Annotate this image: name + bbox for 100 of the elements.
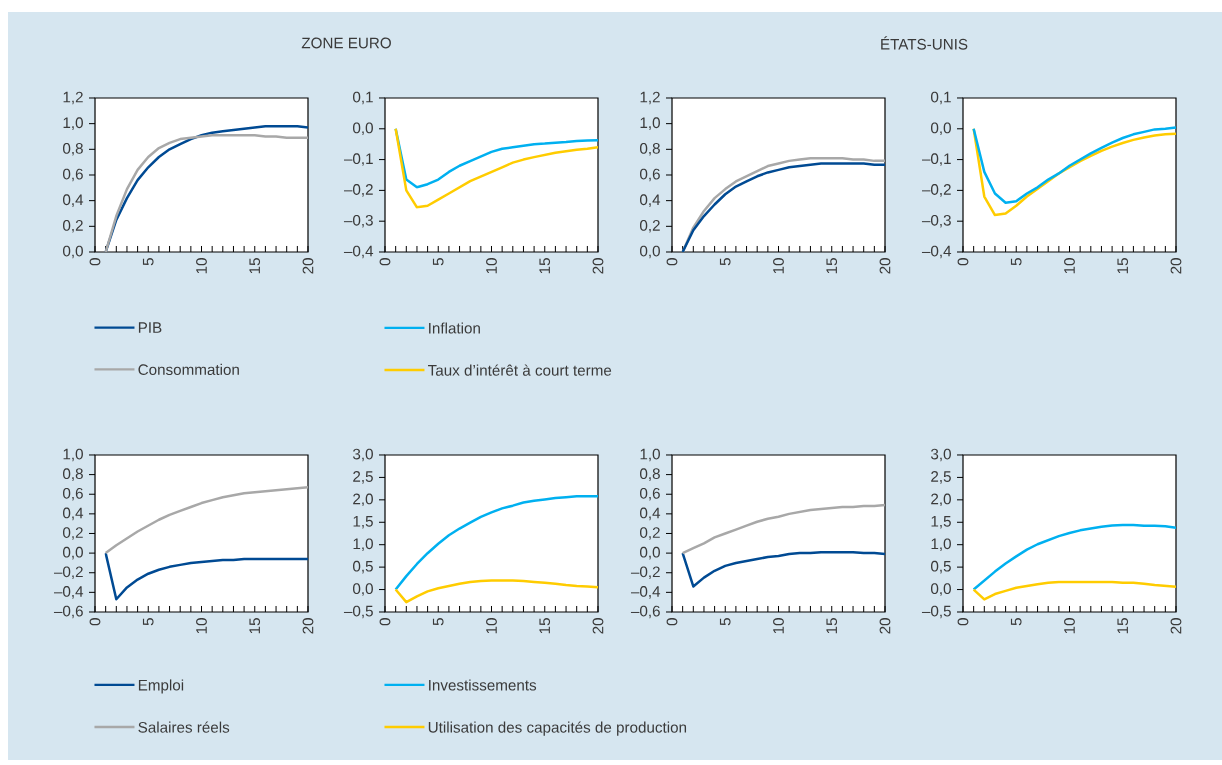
legend-label: Emploi	[138, 679, 184, 694]
y-tick-label: 1,0	[931, 538, 951, 551]
y-tick-label: 1,2	[63, 91, 83, 105]
x-tick-label: 10	[196, 618, 207, 634]
y-tick-label: 0,0	[640, 245, 660, 259]
y-tick-label: 0,2	[63, 527, 83, 540]
x-tick-label: 5	[1010, 618, 1022, 626]
y-tick-label: –0,4	[630, 586, 661, 599]
y-tick-label: 0,0	[931, 583, 951, 596]
x-tick-label: 20	[1170, 618, 1182, 634]
y-tick-label: 0,1	[931, 91, 951, 105]
legend-label: Consommation	[138, 363, 239, 376]
y-tick-label: 0,8	[640, 143, 660, 156]
x-tick-label: 0	[89, 618, 101, 626]
y-tick-label: –0,1	[343, 153, 373, 166]
x-tick-label: 20	[879, 618, 891, 634]
y-tick-label: –0,2	[343, 184, 373, 197]
x-tick-label: 20	[592, 618, 604, 634]
x-tick-label: 20	[879, 258, 891, 274]
x-tick-label: 20	[302, 618, 314, 634]
x-tick-label: 5	[1010, 258, 1022, 266]
x-tick-label: 15	[249, 618, 261, 634]
y-tick-label: –0,4	[53, 586, 84, 599]
y-tick-label: –0,2	[921, 184, 951, 197]
y-tick-label: 0,0	[640, 546, 660, 560]
y-tick-label: –0,5	[921, 605, 951, 619]
y-tick-label: 0,8	[63, 468, 83, 481]
x-tick-label: 5	[432, 258, 444, 266]
x-tick-label: 0	[666, 258, 678, 266]
y-tick-label: 0,6	[63, 487, 83, 501]
x-tick-label: 20	[302, 258, 314, 274]
x-tick-label: 0	[379, 618, 391, 626]
x-tick-label: 15	[1117, 258, 1129, 274]
x-tick-label: 20	[592, 258, 604, 274]
x-tick-label: 5	[142, 618, 154, 626]
y-tick-label: 0,4	[640, 194, 661, 207]
y-tick-label: 1,0	[640, 117, 660, 130]
y-tick-label: 0,4	[63, 194, 84, 207]
x-tick-label: 15	[539, 258, 551, 274]
x-tick-label: 10	[1064, 618, 1075, 634]
y-tick-label: –0,2	[630, 566, 660, 580]
y-tick-label: –0,1	[921, 153, 951, 166]
y-tick-label: 0,0	[353, 583, 373, 596]
x-tick-label: 5	[432, 618, 444, 626]
text: ZONE EURO	[301, 37, 391, 49]
x-tick-label: 15	[1117, 618, 1129, 634]
y-tick-label: 1,0	[353, 538, 373, 551]
y-tick-label: 0,1	[353, 91, 373, 105]
legend-label: Inflation	[429, 322, 480, 334]
x-tick-label: 10	[196, 258, 207, 274]
y-tick-label: 1,0	[63, 117, 83, 130]
y-tick-label: 0,4	[63, 507, 84, 521]
y-tick-label: 2,0	[931, 493, 951, 507]
x-tick-label: 10	[486, 258, 497, 274]
x-tick-label: 0	[89, 258, 101, 266]
y-tick-label: 3,0	[352, 448, 373, 462]
y-tick-label: 2,0	[353, 493, 373, 507]
y-tick-label: 0,6	[640, 487, 660, 501]
y-tick-label: 0,2	[63, 220, 83, 233]
y-tick-label: 0,5	[931, 560, 951, 574]
y-tick-label: 0,8	[63, 143, 83, 156]
x-tick-label: 0	[957, 258, 969, 266]
x-tick-label: 0	[666, 618, 678, 626]
y-tick-label: –0,3	[343, 214, 373, 228]
y-tick-label: –0,2	[53, 566, 83, 580]
legend-label: Investissements	[429, 679, 537, 691]
y-tick-label: 0,6	[63, 168, 83, 182]
legend-label: Salaires réels	[138, 721, 230, 733]
y-tick-label: 0,8	[640, 468, 660, 481]
y-tick-label: 0,0	[63, 546, 83, 560]
y-tick-label: 1,2	[640, 91, 660, 105]
x-tick-label: 5	[719, 258, 731, 266]
y-tick-label: –0,4	[343, 245, 374, 259]
y-tick-label: –0,4	[921, 245, 952, 259]
x-tick-label: 5	[719, 618, 731, 626]
y-tick-label: 0,4	[640, 507, 661, 521]
y-tick-label: 0,6	[640, 168, 660, 182]
y-tick-label: 1,5	[353, 516, 373, 529]
x-tick-label: 15	[826, 618, 838, 634]
x-tick-label: 10	[773, 618, 784, 634]
y-tick-label: –0,5	[343, 605, 373, 619]
x-tick-label: 10	[773, 258, 784, 274]
y-tick-label: –0,3	[921, 214, 951, 228]
y-tick-label: 0,2	[640, 220, 660, 233]
y-tick-label: 0,0	[353, 122, 373, 136]
y-tick-label: 0,0	[931, 122, 951, 136]
x-tick-label: 15	[539, 618, 551, 634]
legend-label: Taux d’intérêt à court terme	[428, 364, 612, 376]
y-tick-label: 2,5	[353, 471, 373, 484]
x-tick-label: 0	[379, 258, 391, 266]
y-tick-label: 2,5	[931, 471, 951, 484]
y-tick-label: –0,6	[630, 605, 660, 619]
legend-label: Utilisation des capacités de production	[428, 721, 687, 736]
text: ÉTATS-UNIS	[881, 36, 968, 50]
y-tick-label: 0,5	[353, 560, 373, 574]
x-tick-label: 10	[1064, 258, 1075, 274]
x-tick-label: 15	[249, 258, 261, 274]
y-tick-label: 0,0	[63, 245, 83, 259]
x-tick-label: 10	[486, 618, 497, 634]
y-tick-label: –0,6	[53, 605, 83, 619]
